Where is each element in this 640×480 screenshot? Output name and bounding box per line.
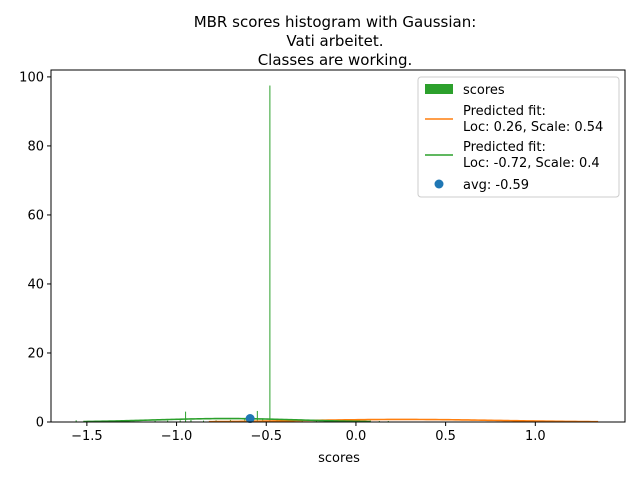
title-line-1: MBR scores histogram with Gaussian: <box>194 13 477 31</box>
y-tick-label-4: 80 <box>27 139 44 154</box>
histogram-bar-24 <box>387 420 389 422</box>
y-tick-label-0: 0 <box>36 416 44 431</box>
histogram-bar-0 <box>75 420 77 422</box>
legend-label-fit-1-line-1: Predicted fit: <box>463 104 546 119</box>
histogram-bar-23 <box>378 420 380 422</box>
plot-area <box>75 85 599 424</box>
x-axis-label: scores <box>318 451 360 466</box>
x-tick-label-4: 0.5 <box>435 429 456 444</box>
histogram-bar-14 <box>269 85 271 422</box>
legend-label-avg: avg: -0.59 <box>463 178 529 193</box>
chart-title: MBR scores histogram with Gaussian: Vati… <box>194 13 477 69</box>
x-tick-label-2: −0.5 <box>250 429 282 444</box>
legend: scores Predicted fit: Loc: 0.26, Scale: … <box>417 76 620 198</box>
legend-frame <box>417 76 620 198</box>
fit-curve-1 <box>208 418 599 423</box>
y-tick-label-2: 40 <box>27 277 44 292</box>
title-line-3: Classes are working. <box>258 51 413 69</box>
title-line-2: Vati arbeitet. <box>286 32 383 50</box>
fit-curve-2 <box>83 417 371 423</box>
x-tick-label-5: 1.0 <box>525 429 546 444</box>
legend-label-fit-2-line-1: Predicted fit: <box>463 140 546 155</box>
legend-label-fit-1-line-2: Loc: 0.26, Scale: 0.54 <box>463 120 603 135</box>
histogram-bar-22 <box>369 420 371 422</box>
histogram-bar-6 <box>190 419 192 422</box>
histogram-bar-12 <box>256 410 258 422</box>
legend-label-fit-2-line-2: Loc: -0.72, Scale: 0.4 <box>463 156 600 171</box>
histogram-bar-4 <box>179 420 181 422</box>
histogram-bar-2 <box>154 420 156 422</box>
x-tick-label-0: −1.5 <box>71 429 103 444</box>
legend-swatch-scores <box>425 84 453 94</box>
legend-label-scores: scores <box>463 83 505 98</box>
legend-marker-avg <box>434 179 444 189</box>
histogram-bar-7 <box>203 420 205 422</box>
avg-point <box>245 414 255 424</box>
x-tick-label-3: 0.0 <box>346 429 367 444</box>
y-tick-label-3: 60 <box>27 208 44 223</box>
y-tick-label-5: 100 <box>19 70 44 85</box>
histogram-bar-5 <box>185 411 187 422</box>
y-tick-label-1: 20 <box>27 346 44 361</box>
histogram-bar-3 <box>167 420 169 422</box>
axes-frame <box>50 69 626 423</box>
axes: −1.5 −1.0 −0.5 0.0 0.5 1.0 0 20 40 60 80 100 <box>19 69 626 444</box>
histogram-bar-18 <box>316 420 318 422</box>
x-tick-label-1: −1.0 <box>161 429 193 444</box>
